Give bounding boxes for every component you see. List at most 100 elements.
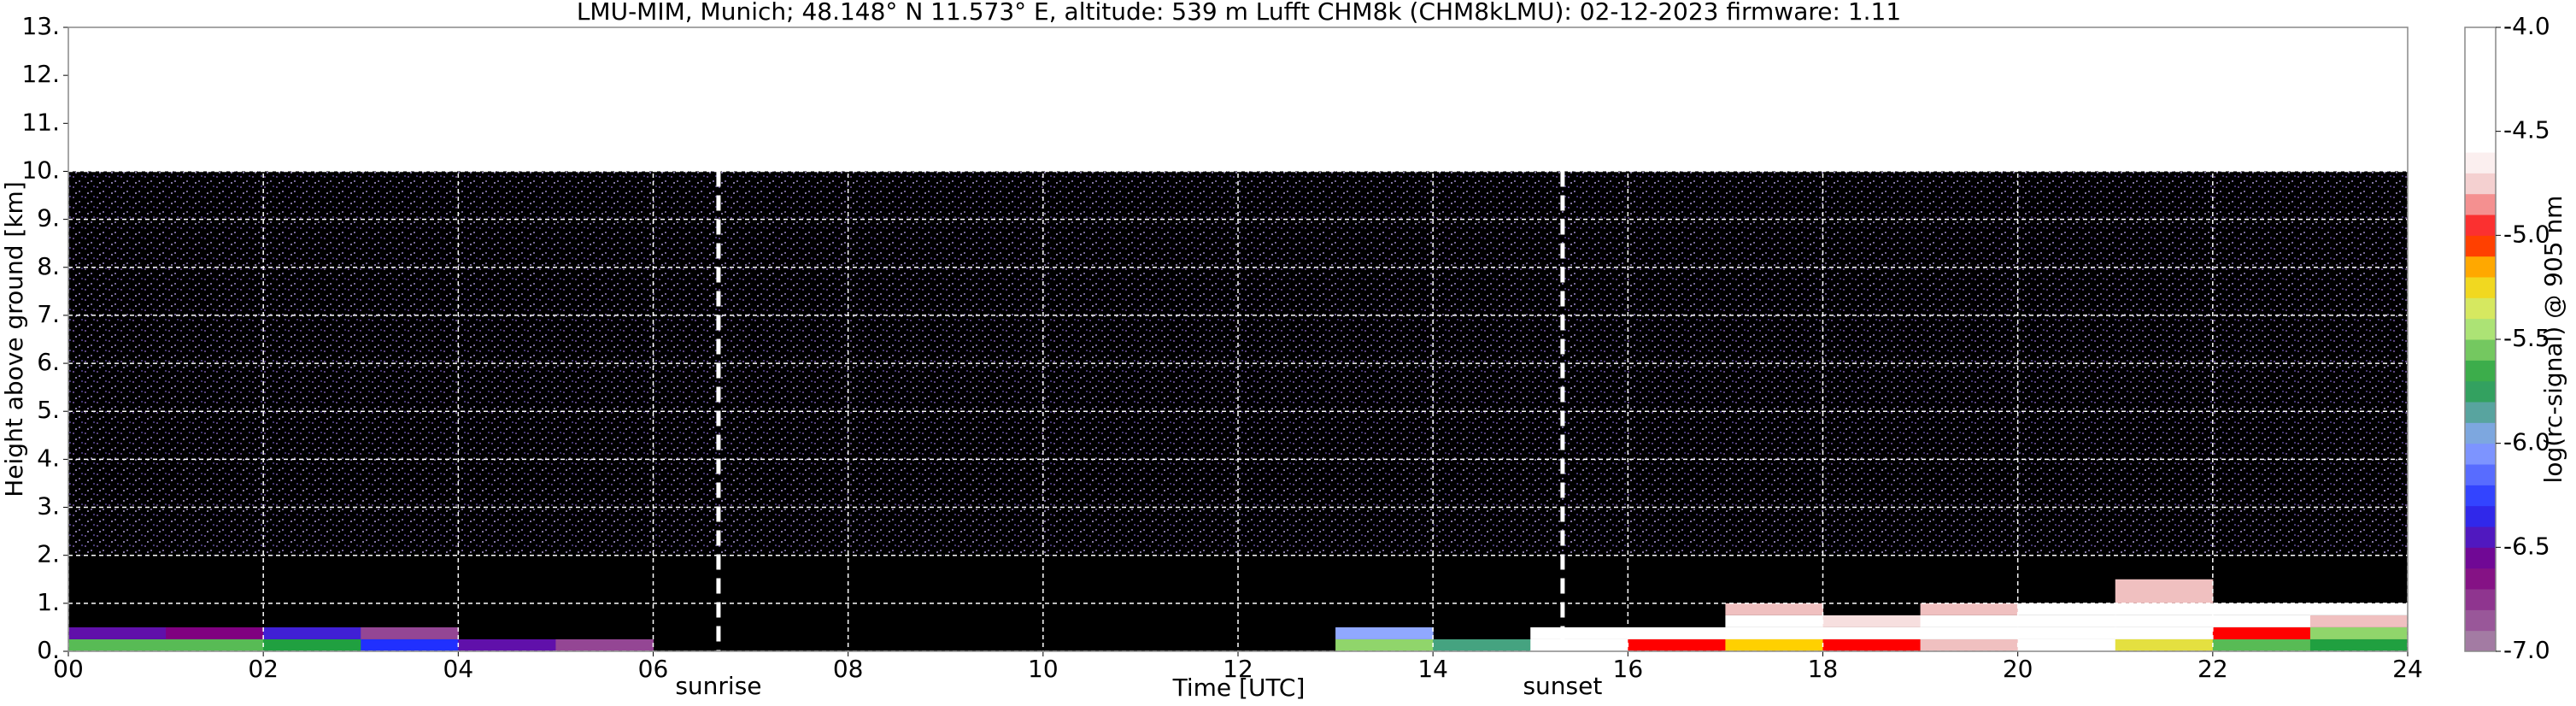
heatmap-cell	[1822, 615, 1922, 627]
heatmap-cell	[2115, 579, 2214, 603]
x-tick-label: 06	[638, 655, 669, 683]
heatmap-cell	[1822, 627, 1922, 639]
heatmap-cell	[1822, 638, 1922, 651]
heatmap-cell	[1530, 638, 1628, 651]
heatmap-cell	[2212, 627, 2311, 639]
colorbar-tick-label: -4.5	[2503, 116, 2550, 144]
heatmap-cell	[2017, 603, 2116, 615]
heatmap-cell	[1725, 627, 1823, 639]
heatmap-cell	[1920, 615, 2019, 627]
y-tick-label: 1.	[37, 588, 60, 616]
heatmap-cell	[166, 627, 264, 639]
heatmap-cell	[2309, 627, 2409, 639]
colorbar-tick-label: -7.0	[2503, 636, 2550, 664]
heatmap-cell	[2115, 615, 2214, 627]
heatmap-cell	[2212, 615, 2311, 627]
colorbar-segment	[2465, 547, 2496, 569]
x-tick-label: 14	[1417, 655, 1448, 683]
colorbar-segment	[2465, 339, 2496, 361]
colorbar-segment	[2465, 527, 2496, 548]
annotation-label: sunrise	[675, 672, 761, 700]
colorbar-segment	[2465, 360, 2496, 382]
heatmap-cell	[263, 627, 361, 639]
heatmap-cell	[1920, 627, 2019, 639]
x-tick-label: 20	[2003, 655, 2033, 683]
x-tick-label: 02	[248, 655, 279, 683]
heatmap-cell	[1628, 638, 1726, 651]
colorbar-segment	[2465, 131, 2496, 153]
y-tick-label: 0.	[37, 636, 60, 664]
x-tick-label: 00	[53, 655, 84, 683]
plot-frame	[67, 26, 2409, 652]
heatmap-cell	[1725, 615, 1823, 627]
y-tick-label: 12.	[21, 60, 60, 88]
colorbar-segment	[2465, 110, 2496, 132]
heatmap-cell	[2309, 638, 2409, 651]
colorbar-segment	[2465, 443, 2496, 465]
heatmap-cell	[2017, 638, 2116, 651]
x-tick-label: 08	[833, 655, 864, 683]
heatmap-cell	[1920, 638, 2019, 651]
colorbar-segment	[2465, 152, 2496, 174]
heatmap-cell	[166, 638, 264, 651]
x-tick-label: 16	[1613, 655, 1644, 683]
y-tick-label: 13.	[21, 12, 60, 40]
colorbar-segment	[2465, 505, 2496, 527]
colorbar-tick-label: -5.5	[2503, 324, 2550, 352]
colorbar-segment	[2465, 589, 2496, 610]
colorbar-segment	[2465, 277, 2496, 298]
y-tick-label: 8.	[37, 252, 60, 280]
colorbar-segment	[2465, 422, 2496, 444]
colorbar-segment	[2465, 464, 2496, 485]
colorbar-tick-label: -6.0	[2503, 428, 2550, 456]
colorbar-segment	[2465, 215, 2496, 236]
y-tick-label: 5.	[37, 396, 60, 424]
colorbar-segment	[2465, 297, 2496, 320]
colorbar-segment	[2465, 27, 2496, 49]
colorbar-tick-label: -5.0	[2503, 220, 2550, 248]
colorbar-segment	[2465, 609, 2496, 632]
heatmap-cell	[1725, 638, 1823, 651]
heatmap-cell	[1335, 627, 1434, 639]
heatmap-cell	[1530, 627, 1628, 639]
colorbar-tick-label: -6.5	[2503, 532, 2550, 560]
heatmap-cell	[2309, 603, 2409, 615]
heatmap-cell	[2017, 615, 2116, 627]
heatmap-cell	[2115, 603, 2214, 615]
heatmap-cell	[2212, 603, 2311, 615]
y-tick-label: 2.	[37, 540, 60, 568]
heatmap-cell	[68, 627, 167, 639]
heatmap-cell	[68, 638, 167, 651]
x-tick-label: 22	[2198, 655, 2228, 683]
heatmap-cell	[263, 638, 361, 651]
heatmap-cell	[2115, 638, 2214, 651]
heatmap-cell	[458, 638, 556, 651]
chart-title: LMU-MIM, Munich; 48.148° N 11.573° E, al…	[577, 0, 1901, 26]
y-tick-label: 7.	[37, 300, 60, 328]
colorbar-label: log(rc-signal) @ 905 nm	[2539, 196, 2567, 484]
colorbar-segment	[2465, 380, 2496, 403]
x-tick-label: 10	[1028, 655, 1059, 683]
colorbar-segment	[2465, 173, 2496, 195]
colorbar-segment	[2465, 235, 2496, 257]
colorbar-segment	[2465, 48, 2496, 70]
y-tick-label: 11.	[21, 108, 60, 136]
heatmap-cell	[1628, 627, 1726, 639]
annotation-label: sunset	[1523, 672, 1602, 700]
y-axis-label: Height above ground [km]	[0, 181, 28, 497]
x-tick-label: 12	[1223, 655, 1253, 683]
y-tick-label: 3.	[37, 492, 60, 521]
heatmap-cell	[361, 627, 459, 639]
heatmap-cell	[361, 638, 459, 651]
heatmap-cell	[2115, 627, 2214, 639]
heatmap-cell	[2017, 627, 2116, 639]
heatmap-cell	[1335, 638, 1434, 651]
y-tick-label: 6.	[37, 348, 60, 376]
colorbar-segment	[2465, 90, 2496, 111]
colorbar-tick-label: -4.0	[2503, 12, 2550, 40]
plot-area	[67, 26, 2409, 652]
colorbar-segment	[2465, 318, 2496, 340]
colorbar-segment	[2465, 402, 2496, 423]
heatmap-cell	[1920, 603, 2019, 615]
